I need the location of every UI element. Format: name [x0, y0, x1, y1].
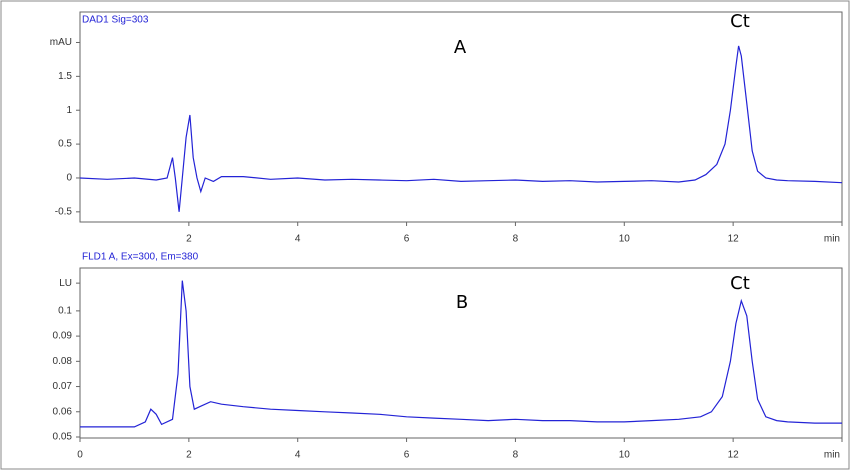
x-tick-label: 10 — [619, 234, 631, 245]
y-tick-label: 0 — [66, 173, 72, 184]
y-tick-label: 0.07 — [53, 381, 73, 392]
annotation: Ct — [730, 11, 750, 32]
y-tick-label: 0.09 — [53, 331, 73, 342]
y-tick-label: 0.1 — [58, 306, 72, 317]
x-tick-label: 2 — [186, 234, 192, 245]
x-tick-label: 4 — [295, 450, 301, 461]
x-tick-label: 6 — [404, 234, 410, 245]
y-tick-label: 0.06 — [53, 406, 73, 417]
x-tick-label: 12 — [728, 450, 740, 461]
x-tick-label: 4 — [295, 234, 301, 245]
y-tick-label: 0.5 — [58, 139, 72, 150]
plot-area — [79, 267, 843, 439]
x-tick-label: min — [824, 234, 840, 245]
y-tick-label: -0.5 — [55, 206, 73, 217]
annotation: A — [454, 37, 467, 58]
annotation: Ct — [730, 273, 750, 294]
y-tick-label: mAU — [50, 37, 72, 48]
x-tick-label: 8 — [513, 234, 519, 245]
x-tick-label: 8 — [513, 450, 519, 461]
y-tick-label: 1.5 — [58, 71, 72, 82]
annotation: B — [456, 292, 468, 313]
y-tick-label: 0.05 — [53, 432, 73, 443]
plot-area — [79, 11, 843, 223]
signal-line — [79, 45, 843, 212]
y-tick-label: 1 — [66, 105, 72, 116]
x-tick-label: 0 — [77, 450, 83, 461]
y-tick-label: LU — [59, 278, 72, 289]
x-tick-label: 6 — [404, 450, 410, 461]
y-tick-label: 0.08 — [53, 356, 73, 367]
x-tick-label: 2 — [186, 450, 192, 461]
x-tick-label: 10 — [619, 450, 631, 461]
panel-title: DAD1 Sig=303 — [82, 15, 149, 26]
x-tick-label: 12 — [728, 234, 740, 245]
signal-line — [80, 280, 842, 428]
panel-title: FLD1 A, Ex=300, Em=380 — [82, 252, 199, 263]
x-tick-label: min — [824, 450, 840, 461]
